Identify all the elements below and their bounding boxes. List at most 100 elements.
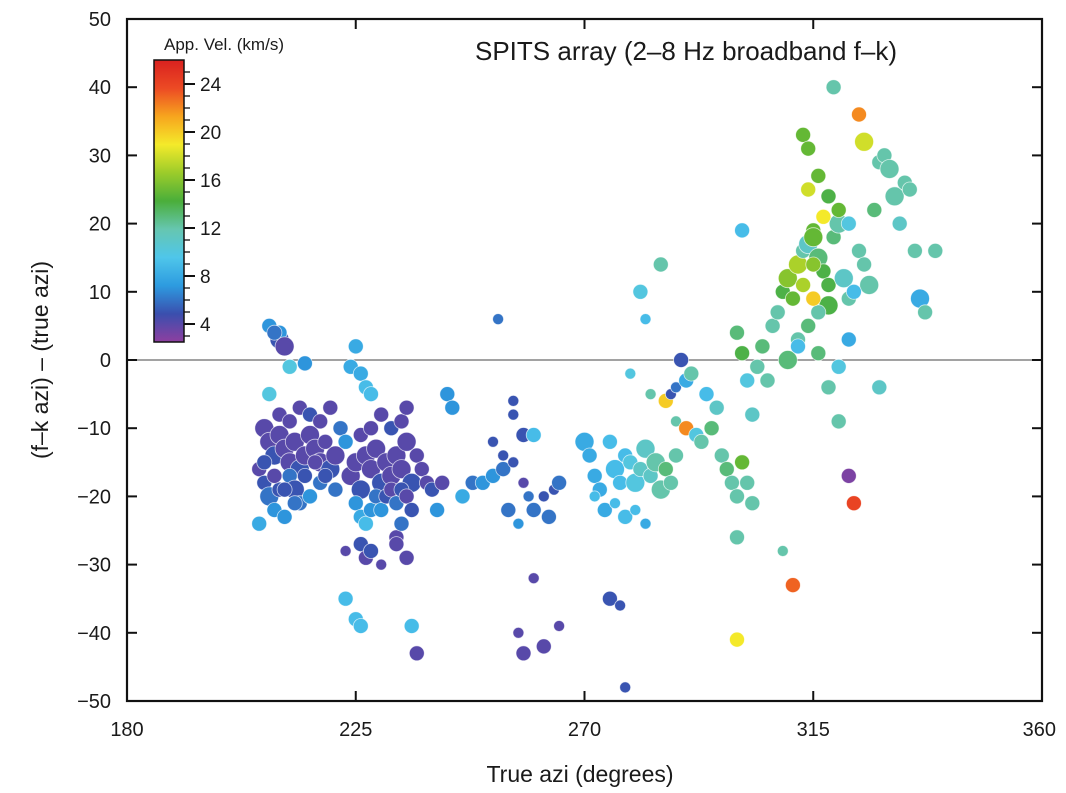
- data-point: [800, 317, 817, 334]
- colorbar-tick-label: 20: [200, 123, 221, 144]
- y-tick-label: 20: [89, 214, 111, 236]
- data-point: [525, 427, 542, 443]
- colorbar: 4 8 12 16 20 24 App. Vel. (km/s): [153, 35, 284, 343]
- data-point: [256, 454, 273, 471]
- data-point: [734, 345, 750, 362]
- data-point: [884, 186, 905, 207]
- data-point: [673, 352, 689, 368]
- data-point: [388, 536, 405, 552]
- data-point: [820, 188, 837, 205]
- data-point: [337, 590, 354, 607]
- data-point: [347, 338, 364, 355]
- data-point: [339, 545, 352, 557]
- data-point: [739, 474, 756, 491]
- data-point: [851, 242, 867, 259]
- data-points: [251, 79, 944, 694]
- data-point: [363, 420, 379, 437]
- colorbar-tick-label: 8: [200, 267, 211, 288]
- data-point: [602, 590, 618, 607]
- data-point: [805, 290, 822, 307]
- data-point: [609, 497, 621, 510]
- data-point: [629, 504, 642, 516]
- data-point: [617, 509, 634, 525]
- data-point: [612, 474, 628, 491]
- data-point: [332, 420, 349, 437]
- data-point: [312, 413, 329, 430]
- data-point: [764, 317, 781, 334]
- data-point: [777, 268, 798, 289]
- data-point: [840, 467, 857, 484]
- data-point: [693, 433, 710, 450]
- data-point: [535, 638, 552, 655]
- data-point: [670, 381, 682, 394]
- data-point: [393, 413, 410, 430]
- data-point: [840, 215, 857, 232]
- data-point: [879, 159, 900, 179]
- data-point: [891, 215, 908, 232]
- data-point: [296, 467, 313, 484]
- data-point: [749, 358, 766, 375]
- data-point: [596, 502, 613, 518]
- data-point: [276, 509, 293, 525]
- data-point: [403, 502, 420, 518]
- data-point: [927, 242, 944, 259]
- data-point: [777, 350, 798, 370]
- colorbar-title: App. Vel. (km/s): [164, 35, 284, 54]
- data-point: [632, 283, 649, 300]
- x-tick-label: 225: [339, 719, 372, 741]
- data-point: [734, 454, 750, 471]
- data-point: [434, 474, 451, 491]
- data-point: [790, 338, 806, 355]
- x-tick-label: 270: [568, 719, 601, 741]
- data-point: [639, 313, 652, 326]
- data-point: [551, 474, 567, 491]
- data-point: [408, 447, 425, 464]
- data-point: [537, 490, 550, 503]
- data-point: [739, 372, 756, 389]
- data-point: [846, 283, 862, 300]
- data-point: [718, 461, 735, 478]
- y-tick-label: −10: [77, 418, 111, 440]
- y-tick-label: 10: [89, 282, 111, 304]
- data-point: [444, 399, 461, 416]
- data-point: [454, 488, 471, 505]
- data-point: [624, 367, 637, 380]
- data-point: [266, 467, 283, 484]
- data-point: [413, 461, 430, 478]
- data-point: [698, 386, 715, 403]
- data-point: [871, 379, 888, 396]
- data-point: [403, 618, 420, 634]
- data-point: [724, 474, 740, 491]
- plot-area: 180 225 270 315 360 −50 −40 −30 −20 −10 0 10 20 30 40 5…: [77, 9, 1056, 741]
- data-point: [854, 131, 874, 152]
- data-point: [357, 515, 374, 532]
- data-point: [830, 358, 847, 375]
- data-point: [708, 399, 725, 416]
- data-point: [553, 620, 565, 632]
- y-tick-label: 30: [89, 145, 111, 167]
- data-point: [800, 181, 817, 198]
- data-point: [776, 545, 789, 557]
- data-point: [296, 355, 313, 372]
- data-point: [744, 495, 761, 512]
- axis-ticks: 180 225 270 315 360 −50 −40 −30 −20 −10 0 10 20 30 40 5…: [77, 9, 1056, 741]
- data-point: [393, 515, 410, 532]
- data-point: [408, 645, 425, 662]
- data-point: [281, 413, 298, 430]
- data-point: [286, 495, 303, 512]
- data-point: [396, 431, 417, 452]
- data-point: [525, 502, 542, 518]
- data-point: [439, 386, 456, 403]
- data-point: [363, 543, 379, 559]
- colorbar-tick-label: 12: [200, 219, 221, 240]
- colorbar-gradient: [153, 59, 185, 343]
- data-point: [657, 461, 674, 478]
- data-point: [317, 433, 334, 450]
- data-point: [507, 456, 520, 469]
- data-point: [614, 599, 626, 612]
- data-point: [602, 433, 618, 450]
- data-point: [729, 631, 745, 648]
- data-point: [785, 290, 801, 307]
- data-point: [734, 222, 750, 239]
- y-tick-label: −20: [77, 486, 111, 508]
